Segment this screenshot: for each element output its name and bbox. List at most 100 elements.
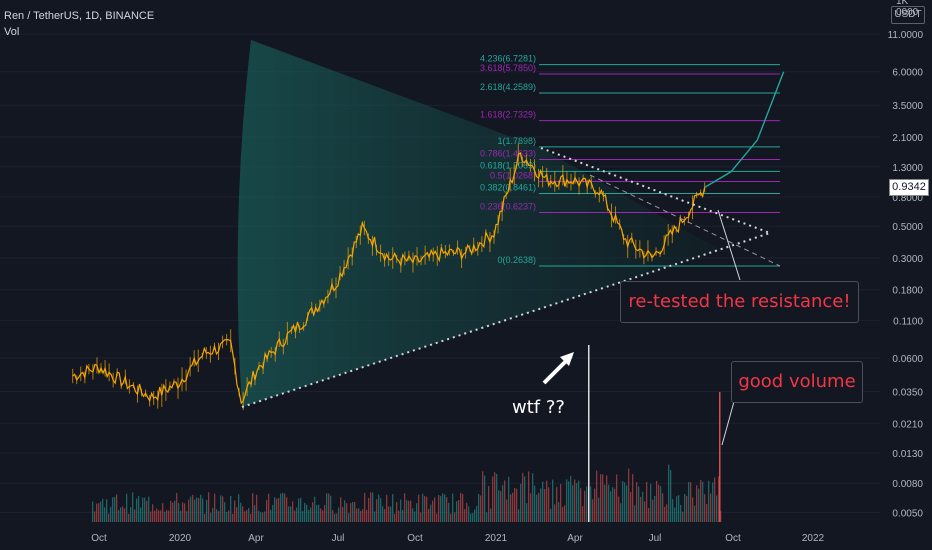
volume-bar [360,510,362,522]
volume-bar [226,511,228,522]
volume-bar [494,472,496,522]
volume-bar [440,495,442,522]
volume-bar [554,504,556,522]
volume-bar [130,507,132,522]
price-tick-label: 0.0600 [892,354,923,365]
volume-bar [310,507,312,522]
volume-bar [98,503,100,522]
volume-callout[interactable]: good volume [731,361,863,403]
volume-bar [514,488,516,522]
volume-bar [618,496,620,522]
volume-bar [164,511,166,522]
volume-bar [222,496,224,522]
projection-line [704,71,785,188]
volume-bar [558,502,560,522]
volume-bar [600,474,602,522]
volume-bar [288,506,290,522]
volume-bar [384,509,386,522]
volume-bar [432,500,434,522]
volume-bar [388,506,390,522]
volume-bar [136,498,138,522]
volume-bar [402,509,404,522]
volume-bar [248,508,250,522]
volume-bar [658,484,660,522]
volume-bar [630,491,632,522]
dashed-line [589,174,781,267]
volume-bar [648,508,650,522]
volume-bar [366,510,368,522]
volume-bar [268,493,270,522]
symbol-title[interactable]: Ren / TetherUS, 1D, BINANCE [4,10,155,22]
volume-bar [580,488,582,522]
volume-bar [492,476,494,522]
volume-bar [290,506,292,522]
volume-bar [338,507,340,522]
time-axis[interactable]: Oct 2020 Apr Jul Oct 2021 Apr Jul Oct 2022 [91,533,824,544]
volume-bar [528,471,530,522]
volume-bar [404,493,406,522]
volume-bar [532,473,534,522]
volume-bar [654,495,656,522]
volume-bar [312,502,314,522]
volume-bar [264,511,266,522]
volume-bar [428,508,430,522]
currency-label[interactable]: USDT [891,6,925,24]
volume-bar [396,502,398,522]
volume-bar [584,490,586,522]
volume-bar [382,506,384,522]
volume-bar [148,496,150,522]
volume-bar [132,492,134,522]
volume-bar [134,509,136,522]
wtf-text: wtf ?? [512,397,565,418]
volume-bar [228,510,230,522]
volume-bar [336,513,338,522]
volume-bar [176,493,178,522]
volume-bar [296,507,298,522]
volume-bar [526,503,528,522]
retest-callout[interactable]: re-tested the resistance! [620,281,859,323]
volume-bar [250,513,252,522]
volume-bar [538,492,540,522]
volume-bar [142,497,144,522]
volume-bar [120,507,122,522]
volume-bar [624,482,626,522]
price-tick-label: 3.5000 [892,101,923,112]
volume-bar [106,499,108,522]
volume-bar [666,504,668,522]
volume-bar [344,500,346,522]
volume-bar [702,481,704,522]
volume-bar [546,480,548,522]
volume-bar [604,484,606,522]
volume-bar [184,503,186,522]
volume-bar [550,508,552,522]
price-tick-label: 11.0000 [888,30,924,41]
price-tick-label: 0.8000 [892,193,923,204]
volume-bar [400,499,402,522]
volume-bar [678,495,680,522]
volume-bar [158,510,160,522]
volume-bar [438,494,440,522]
volume-bar [434,497,436,522]
time-tick-label: Apr [567,533,583,544]
volume-bar [166,510,168,522]
time-tick-label: Apr [248,533,264,544]
volume-bar [272,504,274,522]
volume-bar [530,493,532,522]
price-tick-label: 2.1000 [892,133,923,144]
volume-bar [656,480,658,522]
volume-bar [292,501,294,522]
volume-indicator-label[interactable]: Vol [4,26,20,38]
price-axis[interactable]: 11.0000 6.0000 3.5000 2.1000 1.3000 0.8000 0.5… [888,30,924,519]
volume-bar [230,496,232,522]
volume-bar [410,500,412,522]
volume-bar [318,504,320,522]
volume-bar [582,506,584,522]
volume-bar [350,503,352,522]
volume-bar [606,475,608,522]
volume-bars [92,345,722,522]
volume-bar [284,493,286,522]
price-tick-label: 0.0130 [892,449,923,460]
volume-bar [660,486,662,522]
volume-bar [328,493,330,522]
